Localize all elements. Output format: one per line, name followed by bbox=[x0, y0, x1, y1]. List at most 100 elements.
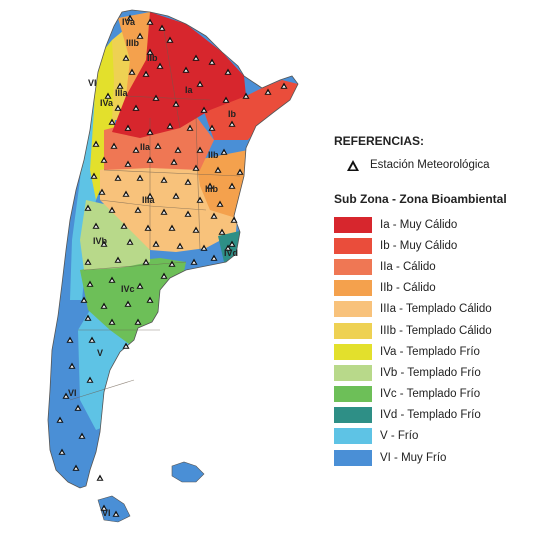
station-triangle-inner bbox=[70, 365, 74, 368]
station-triangle-inner bbox=[144, 261, 148, 264]
station-triangle-inner bbox=[216, 169, 220, 172]
legend-item-iib: IIb - Cálido bbox=[334, 278, 556, 299]
zone-iva-fill bbox=[90, 40, 120, 200]
station-triangle-inner bbox=[230, 123, 234, 126]
station-triangle-inner bbox=[86, 317, 90, 320]
legend-label: Ib - Muy Cálido bbox=[380, 239, 458, 252]
station-triangle-inner bbox=[224, 99, 228, 102]
station-triangle-inner bbox=[212, 215, 216, 218]
legend-item-ivb: IVb - Templado Frío bbox=[334, 362, 556, 383]
zone-label: VI bbox=[68, 388, 77, 398]
station-triangle-inner bbox=[178, 245, 182, 248]
station-triangle-inner bbox=[282, 85, 286, 88]
legend-item-iia: IIa - Cálido bbox=[334, 256, 556, 277]
legend-label: IIIb - Templado Cálido bbox=[380, 324, 492, 337]
legend-label: VI - Muy Frío bbox=[380, 451, 447, 464]
argentina-bioclimatic-map: IVa IIIb IIb VI IVa IIIa Ia Ib IIa IIb I… bbox=[47, 9, 299, 523]
zone-label: VI bbox=[88, 78, 97, 88]
station-triangle-inner bbox=[110, 321, 114, 324]
zone-label: IVc bbox=[121, 284, 135, 294]
legend-swatch bbox=[334, 386, 372, 403]
station-triangle-inner bbox=[160, 27, 164, 30]
legend-swatch bbox=[334, 364, 372, 381]
station-triangle-inner bbox=[126, 127, 130, 130]
station-triangle-inner bbox=[222, 151, 226, 154]
station-triangle-inner bbox=[144, 73, 148, 76]
station-triangle-inner bbox=[198, 149, 202, 152]
legend-item-ivd: IVd - Templado Frío bbox=[334, 405, 556, 426]
station-triangle-inner bbox=[192, 261, 196, 264]
zone-label: IVa bbox=[100, 98, 114, 108]
station-triangle-inner bbox=[82, 299, 86, 302]
legend-item-iva: IVa - Templado Frío bbox=[334, 341, 556, 362]
zone-label: IVd bbox=[224, 248, 238, 258]
zone-label: IIIa bbox=[142, 195, 156, 205]
station-markers bbox=[56, 14, 288, 517]
station-triangle-inner bbox=[186, 181, 190, 184]
legend-swatch bbox=[334, 280, 372, 297]
station-triangle-inner bbox=[102, 159, 106, 162]
station-triangle-inner bbox=[136, 321, 140, 324]
legend-swatch bbox=[334, 237, 372, 254]
station-triangle-inner bbox=[138, 285, 142, 288]
station-triangle-inner bbox=[110, 209, 114, 212]
zone-label: IIa bbox=[140, 142, 151, 152]
station-triangle-inner bbox=[212, 257, 216, 260]
station-triangle-inner bbox=[76, 407, 80, 410]
legend-item-iiib: IIIb - Templado Cálido bbox=[334, 320, 556, 341]
zone-label: Ia bbox=[185, 85, 194, 95]
station-triangle-inner bbox=[94, 225, 98, 228]
station-triangle-inner bbox=[110, 279, 114, 282]
legend-item-v: V - Frío bbox=[334, 426, 556, 447]
station-triangle-inner bbox=[80, 435, 84, 438]
zone-label: IVa bbox=[122, 17, 136, 27]
station-triangle-inner bbox=[194, 229, 198, 232]
station-triangle-inner bbox=[102, 243, 106, 246]
legend-swatch bbox=[334, 258, 372, 275]
station-triangle-inner bbox=[230, 185, 234, 188]
station-triangle-inner bbox=[64, 395, 68, 398]
zone-label: IIIa bbox=[115, 88, 129, 98]
station-triangle-inner bbox=[126, 303, 130, 306]
legend-item-ia: Ia - Muy Cálido bbox=[334, 214, 556, 235]
zone-label: IVb bbox=[93, 236, 108, 246]
station-triangle-inner bbox=[198, 199, 202, 202]
station-triangle-inner bbox=[86, 261, 90, 264]
zone-ib-fill bbox=[200, 80, 298, 140]
station-triangle-inner bbox=[86, 207, 90, 210]
zone-iiib-north-fill bbox=[112, 30, 132, 120]
country-outline bbox=[47, 9, 299, 489]
station-triangle-inner bbox=[148, 51, 152, 54]
station-triangle-inner bbox=[244, 95, 248, 98]
zone-label: VI bbox=[102, 508, 111, 518]
station-triangle-inner bbox=[128, 241, 132, 244]
station-triangle-inner bbox=[186, 213, 190, 216]
station-triangle-inner bbox=[174, 103, 178, 106]
station-triangle-inner bbox=[148, 159, 152, 162]
station-triangle-inner bbox=[148, 195, 152, 198]
legend-item-vi: VI - Muy Frío bbox=[334, 447, 556, 468]
station-triangle-inner bbox=[220, 231, 224, 234]
legend-label: IIIa - Templado Cálido bbox=[380, 303, 492, 316]
legend-label: IIa - Cálido bbox=[380, 260, 436, 273]
tierra-del-fuego-island bbox=[97, 495, 131, 523]
station-triangle-inner bbox=[134, 149, 138, 152]
station-triangle-inner bbox=[114, 513, 118, 516]
station-triangle-inner bbox=[154, 97, 158, 100]
station-triangle-inner bbox=[168, 125, 172, 128]
station-triangle-inner bbox=[174, 195, 178, 198]
station-triangle-inner bbox=[138, 35, 142, 38]
station-triangle-inner bbox=[232, 219, 236, 222]
province-borders bbox=[69, 29, 241, 401]
station-triangle-inner bbox=[116, 107, 120, 110]
station-triangle-inner bbox=[88, 283, 92, 286]
legend-swatch bbox=[334, 322, 372, 339]
station-triangle-inner bbox=[202, 109, 206, 112]
station-triangle-inner bbox=[148, 131, 152, 134]
station-triangle-inner bbox=[194, 167, 198, 170]
legend-label: IVb - Templado Frío bbox=[380, 366, 481, 379]
station-triangle-inner bbox=[172, 161, 176, 164]
station-triangle-inner bbox=[148, 21, 152, 24]
legend-label: IVd - Templado Frío bbox=[380, 409, 481, 422]
station-triangle-inner bbox=[58, 419, 62, 422]
